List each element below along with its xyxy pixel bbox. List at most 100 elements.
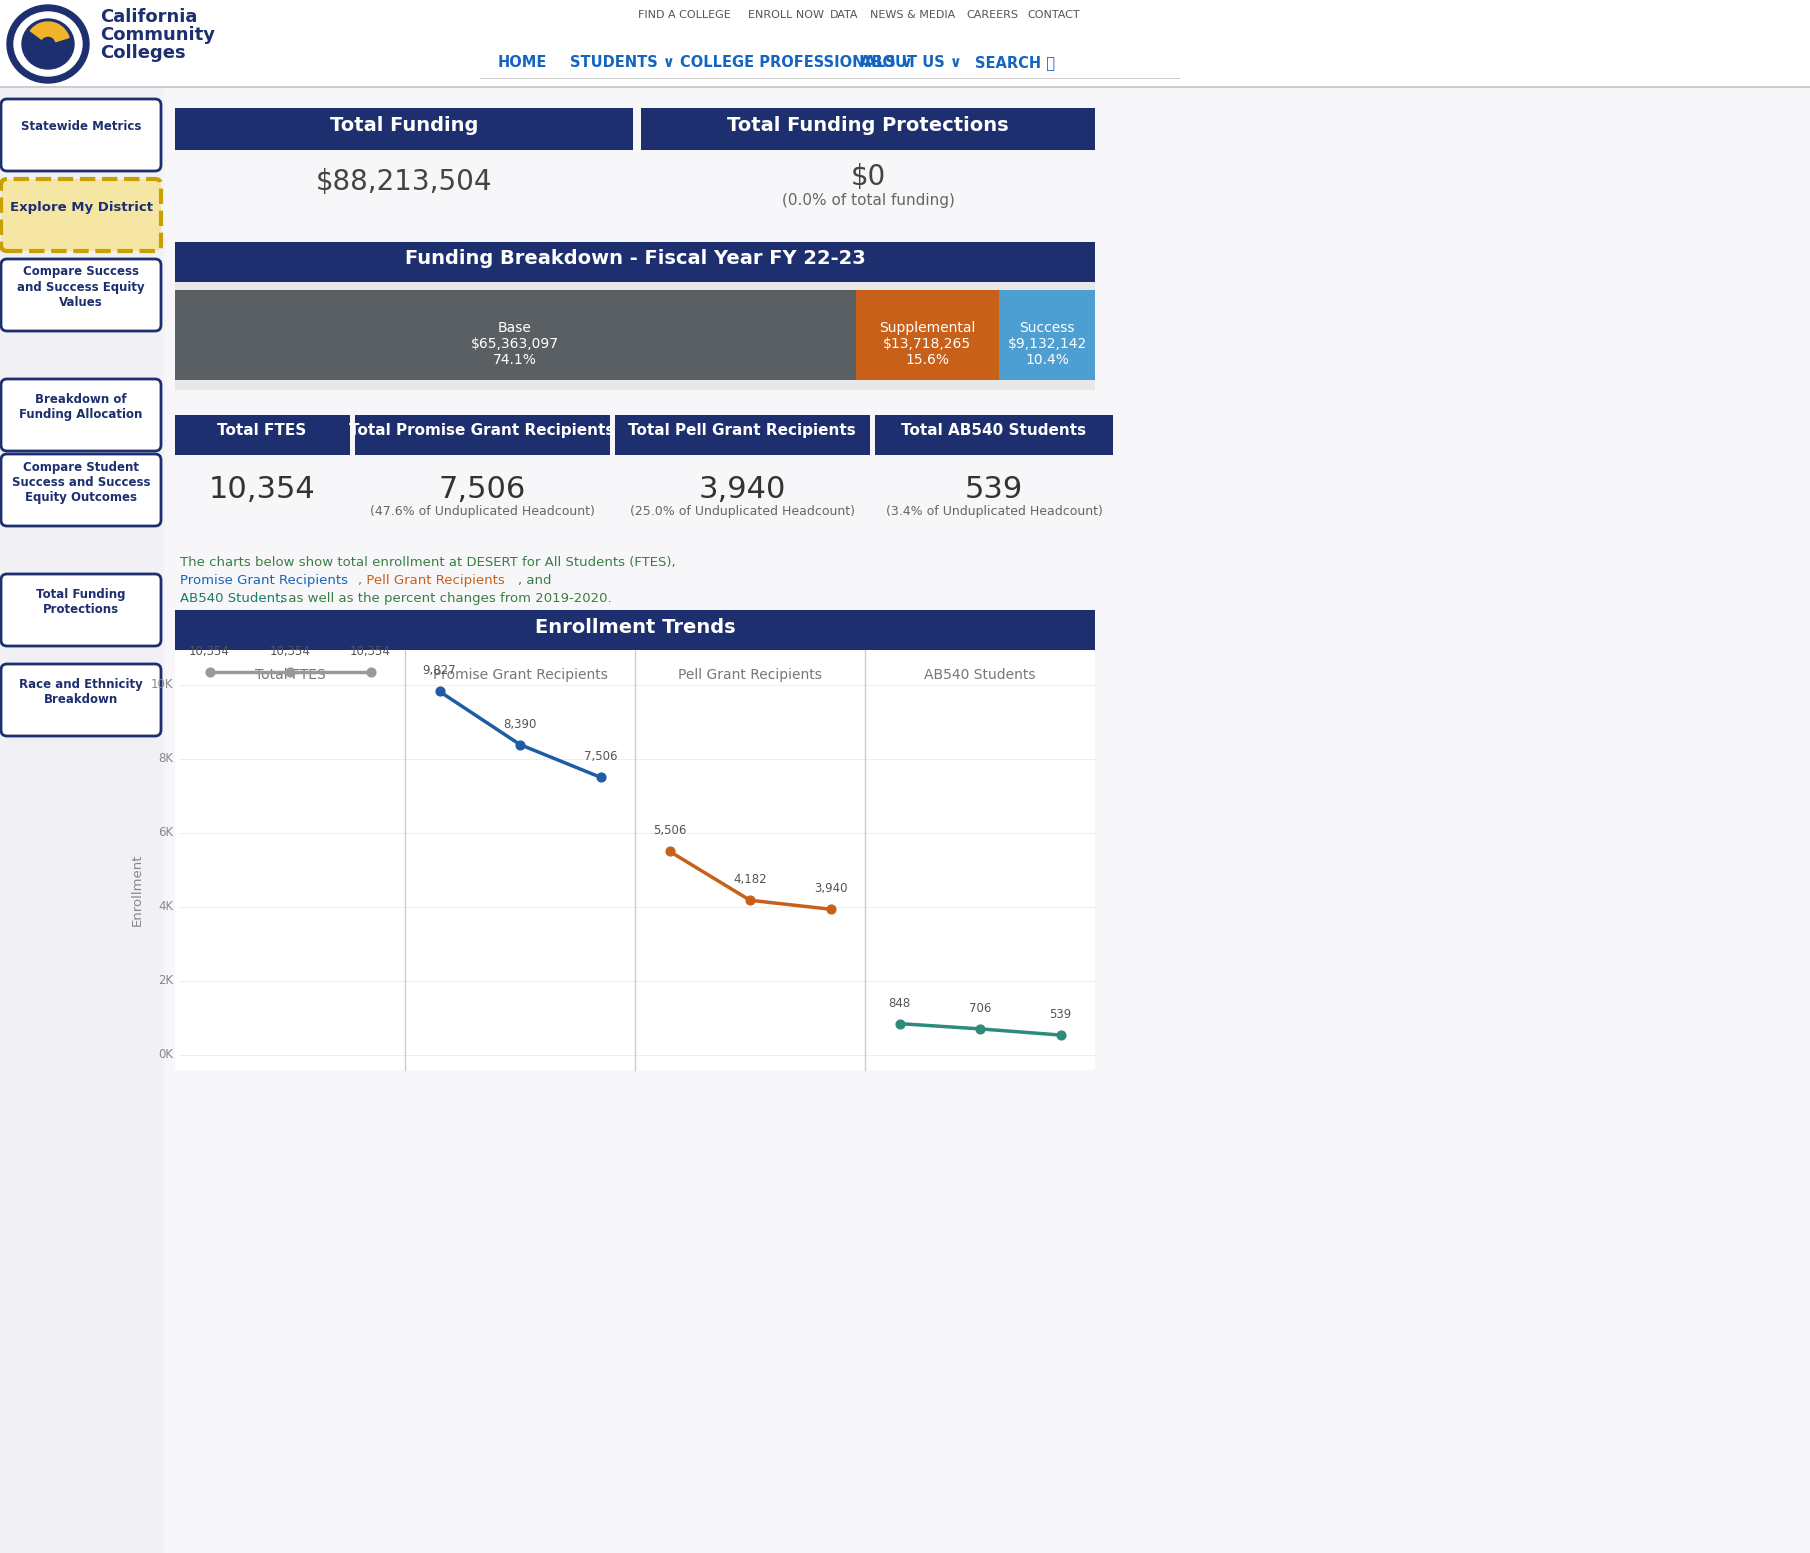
Text: CAREERS: CAREERS	[967, 9, 1017, 20]
Text: Total FTES: Total FTES	[255, 668, 326, 682]
Point	[965, 1017, 994, 1042]
Text: 10.4%: 10.4%	[1024, 353, 1070, 367]
Text: ENROLL NOW: ENROLL NOW	[748, 9, 824, 20]
Text: STUDENTS ∨: STUDENTS ∨	[570, 54, 675, 70]
Text: Enrollment Trends: Enrollment Trends	[534, 618, 735, 637]
Text: California: California	[100, 8, 197, 26]
Bar	[0, 0, 1810, 89]
Text: 15.6%: 15.6%	[905, 353, 948, 367]
Text: 7,506: 7,506	[585, 750, 617, 763]
Text: 6K: 6K	[157, 826, 174, 840]
Text: HOME: HOME	[498, 54, 547, 70]
Text: AB540 Students: AB540 Students	[925, 668, 1035, 682]
Point	[195, 660, 224, 685]
Text: , as well as the percent changes from 2019-2020.: , as well as the percent changes from 20…	[281, 592, 612, 606]
Text: CONTACT: CONTACT	[1026, 9, 1079, 20]
Text: Community: Community	[100, 26, 215, 43]
Bar	[176, 283, 1095, 390]
Text: (47.6% of Unduplicated Headcount): (47.6% of Unduplicated Headcount)	[369, 505, 594, 519]
Text: Total Promise Grant Recipients: Total Promise Grant Recipients	[349, 422, 615, 438]
Text: Enrollment: Enrollment	[130, 854, 143, 926]
Text: $9,132,142: $9,132,142	[1008, 337, 1086, 351]
Bar	[176, 242, 1095, 283]
Text: Total AB540 Students: Total AB540 Students	[901, 422, 1086, 438]
Text: Total Funding
Protections: Total Funding Protections	[36, 589, 125, 617]
Point	[505, 731, 534, 756]
Bar	[176, 109, 634, 151]
Bar	[0, 85, 1810, 89]
Text: DATA: DATA	[831, 9, 858, 20]
FancyBboxPatch shape	[2, 379, 161, 450]
Text: $0: $0	[851, 163, 885, 191]
Text: Total Funding: Total Funding	[329, 116, 478, 135]
Bar	[0, 89, 163, 1553]
Text: 10,354: 10,354	[208, 475, 315, 505]
Text: 10,354: 10,354	[270, 644, 311, 658]
Text: ABOUT US ∨: ABOUT US ∨	[860, 54, 961, 70]
Text: 539: 539	[1050, 1008, 1072, 1020]
Text: (0.0% of total funding): (0.0% of total funding)	[782, 193, 954, 208]
Text: 706: 706	[968, 1002, 992, 1014]
Text: 10,354: 10,354	[349, 644, 391, 658]
Text: Total Funding Protections: Total Funding Protections	[728, 116, 1008, 135]
Text: (3.4% of Unduplicated Headcount): (3.4% of Unduplicated Headcount)	[885, 505, 1102, 519]
Text: 9,827: 9,827	[424, 665, 456, 677]
Text: Statewide Metrics: Statewide Metrics	[20, 121, 141, 134]
Text: 848: 848	[889, 997, 910, 1009]
Text: 10K: 10K	[150, 679, 174, 691]
Text: $88,213,504: $88,213,504	[315, 168, 492, 196]
FancyBboxPatch shape	[2, 99, 161, 171]
Ellipse shape	[22, 19, 74, 68]
Point	[357, 660, 386, 685]
Bar	[641, 109, 1095, 151]
Text: Race and Ethnicity
Breakdown: Race and Ethnicity Breakdown	[20, 679, 143, 707]
Text: Success: Success	[1019, 321, 1075, 335]
Text: 5,506: 5,506	[653, 825, 686, 837]
Text: , Pell Grant Recipients: , Pell Grant Recipients	[358, 575, 505, 587]
Text: 2K: 2K	[157, 974, 174, 988]
Text: 7,506: 7,506	[438, 475, 525, 505]
FancyBboxPatch shape	[2, 259, 161, 331]
Bar	[874, 415, 1113, 455]
Text: $65,363,097: $65,363,097	[471, 337, 559, 351]
Bar	[999, 290, 1095, 380]
Text: Promise Grant Recipients: Promise Grant Recipients	[433, 668, 608, 682]
FancyBboxPatch shape	[2, 453, 161, 526]
Text: COLLEGE PROFESSIONALS ∨: COLLEGE PROFESSIONALS ∨	[681, 54, 912, 70]
Text: The charts below show total enrollment at DESERT for All Students (FTES),: The charts below show total enrollment a…	[179, 556, 681, 568]
Point	[655, 839, 684, 863]
Text: NEWS & MEDIA: NEWS & MEDIA	[871, 9, 956, 20]
Text: 8K: 8K	[157, 753, 174, 766]
Point	[275, 660, 304, 685]
FancyBboxPatch shape	[2, 179, 161, 252]
Bar	[176, 610, 1095, 651]
Bar	[176, 651, 1095, 1070]
Text: Compare Student
Success and Success
Equity Outcomes: Compare Student Success and Success Equi…	[11, 461, 150, 503]
Text: Pell Grant Recipients: Pell Grant Recipients	[679, 668, 822, 682]
Text: Explore My District: Explore My District	[9, 200, 152, 213]
Bar	[176, 290, 856, 380]
Text: 3,940: 3,940	[699, 475, 786, 505]
Point	[735, 888, 764, 913]
Text: Promise Grant Recipients: Promise Grant Recipients	[179, 575, 348, 587]
Text: Base: Base	[498, 321, 532, 335]
Ellipse shape	[14, 12, 81, 76]
Text: (25.0% of Unduplicated Headcount): (25.0% of Unduplicated Headcount)	[630, 505, 854, 519]
Text: 74.1%: 74.1%	[492, 353, 538, 367]
FancyBboxPatch shape	[2, 575, 161, 646]
Point	[816, 896, 845, 921]
FancyBboxPatch shape	[2, 665, 161, 736]
Text: Total Pell Grant Recipients: Total Pell Grant Recipients	[628, 422, 856, 438]
Text: 4K: 4K	[157, 901, 174, 913]
Text: 0K: 0K	[157, 1048, 174, 1062]
Text: 3,940: 3,940	[814, 882, 847, 895]
Text: , and: , and	[518, 575, 552, 587]
Text: 539: 539	[965, 475, 1023, 505]
Text: FIND A COLLEGE: FIND A COLLEGE	[637, 9, 731, 20]
Text: SEARCH ⌕: SEARCH ⌕	[976, 54, 1055, 70]
Text: AB540 Students: AB540 Students	[179, 592, 288, 606]
Text: Supplemental: Supplemental	[880, 321, 976, 335]
Text: Funding Breakdown - Fiscal Year FY 22-23: Funding Breakdown - Fiscal Year FY 22-23	[405, 248, 865, 269]
Text: 8,390: 8,390	[503, 717, 538, 730]
Text: Breakdown of
Funding Allocation: Breakdown of Funding Allocation	[20, 393, 143, 421]
